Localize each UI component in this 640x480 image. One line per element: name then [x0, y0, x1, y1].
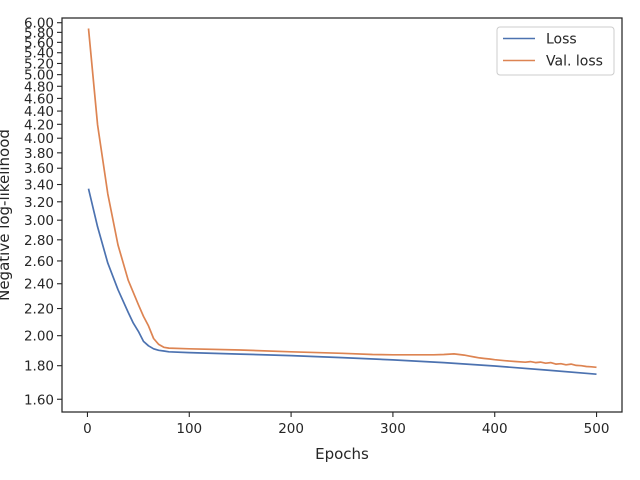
y-tick-label: 2.40 [24, 277, 54, 293]
y-tick-label: 4.80 [24, 79, 54, 95]
legend: Loss Val. loss [496, 26, 615, 76]
y-axis-label: Negative log-likelihood [0, 129, 13, 301]
x-axis: 0 100 200 300 400 500 [83, 412, 609, 437]
legend-val-loss-label: Val. loss [546, 54, 603, 70]
y-tick-label: 2.20 [24, 302, 54, 318]
plot-frame [61, 17, 623, 413]
legend-loss-label: Loss [546, 32, 577, 48]
y-tick-label: 3.20 [24, 195, 54, 211]
y-tick-label: 6.00 [24, 16, 54, 32]
y-tick-label: 2.60 [24, 254, 54, 270]
y-tick-label: 3.60 [24, 161, 54, 177]
y-tick-label: 3.00 [24, 213, 54, 229]
x-axis-label: Epochs [315, 445, 369, 463]
x-tick-label: 300 [380, 421, 406, 437]
x-tick-label: 100 [176, 421, 202, 437]
x-tick-label: 200 [278, 421, 304, 437]
y-tick-label: 2.00 [24, 329, 54, 345]
x-tick-label: 0 [83, 421, 92, 437]
y-tick-label: 5.00 [24, 68, 54, 84]
y-tick-label: 1.60 [24, 392, 54, 408]
y-tick-label: 5.20 [24, 56, 54, 72]
x-tick-label: 400 [482, 421, 508, 437]
y-axis: 1.60 1.80 2.00 2.20 2.40 2.60 2.80 3.00 3.203.40… [24, 16, 62, 408]
y-tick-label: 5.60 [24, 35, 54, 51]
loss-series-line [87, 188, 597, 376]
y-tick-label: 4.20 [24, 117, 54, 133]
y-tick-label: 4.00 [24, 131, 54, 147]
y-tick-label: 4.40 [24, 104, 54, 120]
y-tick-label: 1.80 [24, 359, 54, 375]
y-tick-label: 4.60 [24, 91, 54, 107]
y-tick-label: 5.80 [24, 25, 54, 41]
plot-lines [87, 28, 597, 376]
y-tick-label: 3.80 [24, 146, 54, 162]
y-tick-label: 3.40 [24, 178, 54, 194]
y-tick-label: 2.80 [24, 233, 54, 249]
y-tick-label: 5.40 [24, 46, 54, 62]
val-loss-series-line [87, 28, 597, 369]
x-tick-label: 500 [584, 421, 610, 437]
